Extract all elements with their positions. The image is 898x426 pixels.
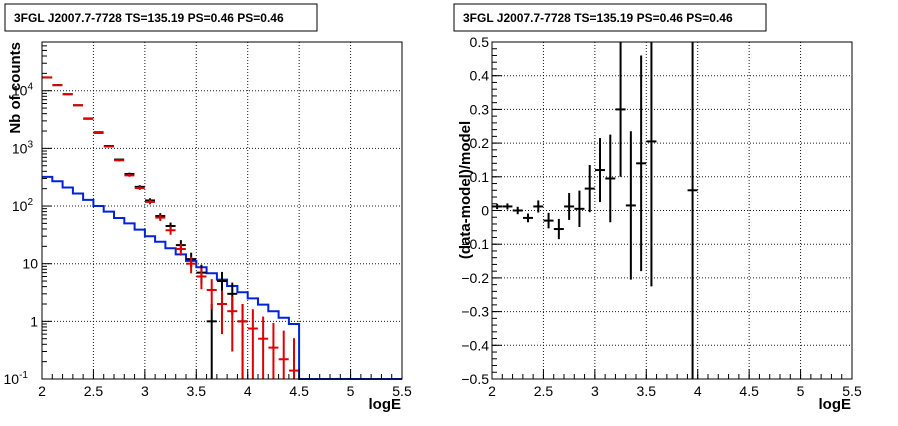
right-y-tick-label: −0.1 <box>461 236 489 252</box>
right-y-tick-label: −0.4 <box>461 337 489 353</box>
left-x-axis-label: logE <box>369 396 402 413</box>
left-y-tick-label: 10 <box>22 256 38 272</box>
left-title: 3FGL J2007.7-7728 TS=135.19 PS=0.46 PS=0… <box>14 11 284 25</box>
left-x-tick-label: 3 <box>141 383 149 399</box>
right-x-tick-label: 2.5 <box>534 383 554 399</box>
right-x-tick-label: 2 <box>488 383 496 399</box>
left-x-tick-label: 2 <box>38 383 46 399</box>
right-y-tick-label: 0.2 <box>470 135 490 151</box>
right-marks <box>492 42 698 379</box>
left-x-tick-label: 4.5 <box>289 383 309 399</box>
right-y-tick-label: −0.3 <box>461 304 489 320</box>
right-y-tick-label: −0.5 <box>461 371 489 387</box>
right-axes: 2 2.5 3 3.5 4 4.5 5 5.5 −0.5 −0.4 −0.3 −0.2 −0.1 0 0.1… <box>461 34 862 399</box>
right-y-tick-label: 0 <box>481 203 489 219</box>
left-plot-frame <box>41 41 403 380</box>
right-title: 3FGL J2007.7-7728 TS=135.19 PS=0.46 PS=0… <box>463 11 733 25</box>
right-x-tick-label: 4 <box>694 383 702 399</box>
left-x-tick-label: 3.5 <box>187 383 207 399</box>
left-title-box <box>4 3 318 32</box>
right-y-tick-label: 0.5 <box>470 34 490 50</box>
right-title-box <box>453 3 767 32</box>
left-axes: 2 2.5 3 3.5 4 4.5 5 5.5 10-1 1 10 102 103 104 <box>4 45 412 399</box>
left-y-tick-label: 103 <box>12 139 34 156</box>
right-x-tick-label: 5 <box>797 383 805 399</box>
right-x-axis-label: logE <box>819 396 852 413</box>
left-y-tick-label: 1 <box>30 313 38 329</box>
left-marks <box>42 76 402 380</box>
left-y-tick-label: 10-1 <box>4 370 29 387</box>
left-x-tick-label: 4 <box>244 383 252 399</box>
right-grid <box>492 42 852 379</box>
right-x-tick-label: 4.5 <box>739 383 759 399</box>
left-x-tick-label: 2.5 <box>84 383 104 399</box>
left-y-axis-label: Nb of counts <box>7 42 24 134</box>
right-y-tick-label: 0.3 <box>470 101 490 117</box>
left-x-tick-label: 5 <box>347 383 355 399</box>
right-y-tick-label: 0.1 <box>470 169 490 185</box>
right-y-tick-label: 0.4 <box>470 68 490 84</box>
left-y-tick-label: 104 <box>12 82 34 99</box>
right-x-tick-label: 3 <box>591 383 599 399</box>
right-x-tick-label: 3.5 <box>637 383 657 399</box>
left-panel: 3FGL J2007.7-7728 TS=135.19 PS=0.46 PS=0… <box>4 3 412 413</box>
left-y-tick-label: 102 <box>12 197 34 214</box>
right-x-tick-label: 5.5 <box>842 383 862 399</box>
left-x-tick-label: 5.5 <box>392 383 412 399</box>
right-y-axis-label: (data-model)/model <box>457 121 474 259</box>
right-y-tick-label: −0.2 <box>461 270 489 286</box>
right-panel: 3FGL J2007.7-7728 TS=135.19 PS=0.46 PS=0… <box>453 3 862 413</box>
